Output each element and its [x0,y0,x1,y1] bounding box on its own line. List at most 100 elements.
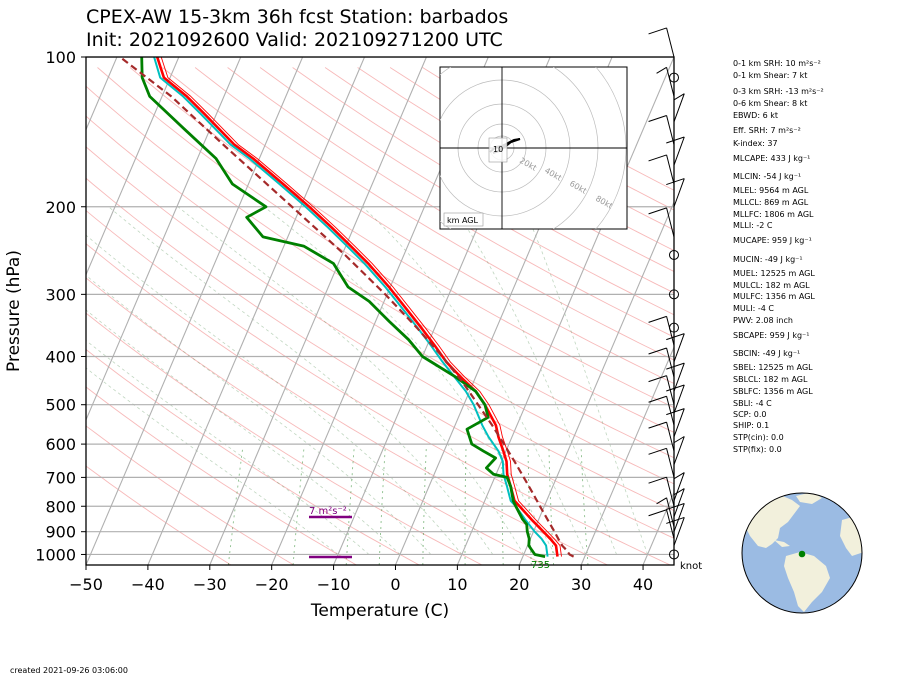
dry-adiabat-10 [86,312,483,565]
dry-adiabat-60 [86,146,674,512]
stat-line-13: MUCAPE: 959 J kg⁻¹ [733,236,812,245]
parcel-label: 735 [531,560,550,571]
isotherm-10 [456,57,674,565]
wind-barb-flag-17 [666,333,685,341]
stat-line-25: SBLI: -4 C [733,399,772,408]
wind-barb-flag-10 [648,421,667,429]
wind-barb-staff-24 [666,154,675,185]
dry-adiabat-0 [86,348,420,565]
pressure-axis: 100 200 300 400 500 600 700 800 900 1000 [35,48,86,564]
stat-line-11: MLLFC: 1806 m AGL [733,210,814,219]
wind-barb-flag-12 [648,395,667,403]
wind-barb-staff-12 [666,396,675,426]
y-tick-label-900: 900 [45,523,76,542]
wind-barb-staff-2 [666,509,675,539]
wind-barb-staff-17 [673,333,685,363]
moist-adiabat-10 [86,234,463,555]
stat-line-16: MULCL: 182 m AGL [733,281,810,290]
wind-barb-staff-26 [666,115,675,145]
x-tick-label-30: 30 [571,575,591,594]
dry-adiabat-150 [292,67,674,294]
x-tick-label--40: −40 [131,575,165,594]
stat-line-18: MULI: -4 C [733,304,774,313]
wind-barb-staff-30 [666,27,675,58]
barb-unit-label: knot [680,561,702,572]
wind-barb-flag-23 [666,178,685,186]
wind-barb-staff-25 [673,136,685,166]
wind-barb-staff-3 [673,503,685,532]
wind-barb-calm-21 [669,249,679,260]
moist-adiabat-5 [86,274,432,555]
stat-line-20: SBCAPE: 959 J kg⁻¹ [733,331,809,340]
hodo-height-box [488,137,508,163]
stat-line-12: MLLI: -2 C [733,221,773,230]
isotherm--30 [209,57,427,565]
dry-adiabat-120 [194,67,674,361]
wind-barb-flag-7 [674,472,685,480]
globe-land-south-america [784,552,830,612]
x-tick-label--30: −30 [193,575,227,594]
wind-barb-calm-29 [669,72,679,83]
stat-line-28: STP(cin): 0.0 [733,433,784,442]
dewpoint-profile [140,57,546,558]
wind-barb-staff-11 [673,408,685,437]
x-tick-label-20: 20 [509,575,529,594]
station-marker [798,550,806,558]
wind-barb-staff-23 [673,178,685,207]
wind-barb-flag-5 [674,488,685,496]
srh-markers: 7 m²s⁻² 735 [309,506,550,571]
wind-barb-staff-27 [673,93,685,123]
wind-barb-flag-22 [648,207,667,215]
stat-line-8: MLCIN: -54 J kg⁻¹ [733,172,801,181]
x-tick-label-0: 0 [390,575,400,594]
hodo-key-box [443,212,484,227]
locator-globe [741,492,863,614]
dry-adiabat--30 [86,465,232,565]
dry-adiabat--20 [86,425,294,565]
dry-adiabat-160 [324,67,674,273]
y-tick-label-400: 400 [45,348,76,367]
wind-barb-flag-1 [666,516,685,524]
wind-barb-flag-25 [666,136,685,144]
wind-barb-staff-5 [673,488,685,517]
stat-line-5: Eff. SRH: 7 m²s⁻² [733,126,801,135]
wind-barb-staff-9 [673,436,685,465]
wind-barb-flag-14 [648,375,667,383]
isotherm-30 [580,345,674,565]
stat-line-21: SBCIN: -49 J kg⁻¹ [733,349,800,358]
x-tick-label--10: −10 [317,575,351,594]
stat-line-10: MLLCL: 869 m AGL [733,198,809,207]
x-tick-label--50: −50 [69,575,103,594]
parcel-profile [119,57,575,558]
stat-line-1: 0-1 km Shear: 7 kt [733,71,807,80]
stat-line-23: SBLCL: 182 m AGL [733,375,808,384]
wind-barb-flag-4 [656,497,667,505]
skewt-plot-area [86,57,674,565]
x-tick-label-10: 10 [447,575,467,594]
wind-barb-flag-18 [648,315,667,323]
wind-barb-flag-6 [648,476,667,484]
dry-adiabat-80 [86,85,674,459]
wind-barb-staff-8 [666,448,675,478]
y-tick-label-800: 800 [45,497,76,516]
y-tick-label-300: 300 [45,285,76,304]
hodograph: 10 20kt 40kt 60kt 80kt km AGL [439,66,628,230]
profile-lines [119,57,575,558]
stat-line-24: SBLFC: 1356 m AGL [733,387,813,396]
stat-line-4: EBWD: 6 kt [733,111,778,120]
stat-line-19: PWV: 2.08 inch [733,316,793,325]
wind-barb-staff-10 [666,421,675,452]
wind-barb-staff-28 [666,67,675,97]
y-tick-label-600: 600 [45,435,76,454]
stat-line-27: SHIP: 0.1 [733,421,769,430]
y-tick-label-1000: 1000 [35,545,76,564]
dry-adiabat-130 [227,67,674,338]
wind-barb-flag-15 [666,362,685,370]
globe-land-caribbean [774,540,790,547]
dry-adiabat--10 [86,386,357,565]
y-tick-label-700: 700 [45,468,76,487]
y-tick-label-100: 100 [45,48,76,67]
x-tick-label--20: −20 [255,575,289,594]
isotherm--70 [86,57,180,277]
